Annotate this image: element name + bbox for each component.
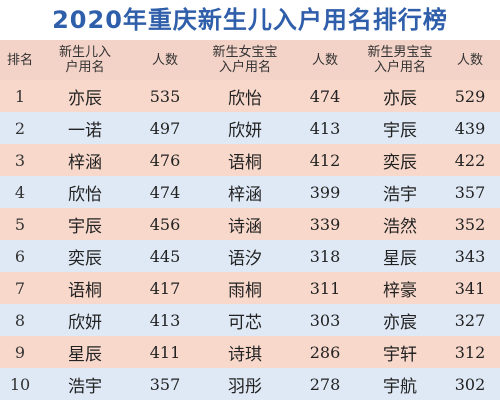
girl-name-cell: 诗涵	[228, 216, 262, 237]
header-all-names: 新生儿入 户用名	[40, 40, 130, 80]
all-name-cell: 奕辰	[68, 248, 102, 269]
table-row: 10 浩宇 357 羽彤 278 宇航 302	[0, 368, 500, 400]
ranking-table: 排名 新生儿入 户用名 人数 新生女宝宝 入户用名 人数 新生男宝宝 入户用名 …	[0, 40, 500, 400]
rank-cell: 10	[9, 374, 31, 394]
boy-count-cell: 341	[454, 278, 486, 298]
all-name-cell: 欣怡	[68, 184, 102, 205]
all-name-cell: 语桐	[68, 280, 102, 301]
girl-count-cell: 339	[309, 214, 341, 234]
boy-name-cell: 浩宇	[383, 184, 417, 205]
all-name-cell: 梓涵	[68, 152, 102, 173]
table-row: 7 语桐 417 雨桐 311 梓豪 341	[0, 272, 500, 304]
all-count-cell: 476	[149, 150, 181, 170]
table-row: 2 一诺 497 欣妍 413 宇辰 439	[0, 112, 500, 144]
rank-cell: 2	[14, 118, 26, 138]
boy-count-cell: 422	[454, 150, 486, 170]
table-row: 8 欣妍 413 可芯 303 亦宸 327	[0, 304, 500, 336]
boy-name-cell: 亦宸	[383, 312, 417, 333]
header-all-names-line1: 新生儿入	[58, 45, 111, 60]
girl-count-cell: 412	[309, 150, 341, 170]
boy-name-cell: 宇轩	[383, 344, 417, 365]
header-girl-line1: 新生女宝宝	[212, 45, 278, 60]
boy-name-cell: 亦辰	[383, 88, 417, 109]
all-name-cell: 亦辰	[68, 88, 102, 109]
girl-count-cell: 413	[309, 118, 341, 138]
header-boy-line1: 新生男宝宝	[367, 45, 433, 60]
header-count-all: 人数	[151, 52, 178, 68]
girl-name-cell: 语汐	[228, 248, 262, 269]
girl-count-cell: 303	[309, 310, 341, 330]
all-count-cell: 411	[149, 342, 181, 362]
header-count-boy: 人数	[456, 52, 483, 68]
all-count-cell: 474	[149, 182, 181, 202]
all-count-cell: 357	[149, 374, 181, 394]
table-row: 4 欣怡 474 梓涵 399 浩宇 357	[0, 176, 500, 208]
header-girl-names: 新生女宝宝 入户用名	[200, 40, 290, 80]
rank-cell: 7	[14, 278, 26, 298]
all-count-cell: 497	[149, 118, 181, 138]
boy-count-cell: 312	[454, 342, 486, 362]
boy-name-cell: 奕辰	[383, 152, 417, 173]
table-row: 6 奕辰 445 语汐 318 星辰 343	[0, 240, 500, 272]
rank-cell: 1	[14, 86, 26, 106]
girl-count-cell: 399	[309, 182, 341, 202]
header-row: 排名 新生儿入 户用名 人数 新生女宝宝 入户用名 人数 新生男宝宝 入户用名 …	[0, 40, 500, 80]
girl-name-cell: 诗琪	[228, 344, 262, 365]
girl-count-cell: 318	[309, 246, 341, 266]
all-name-cell: 宇辰	[68, 216, 102, 237]
all-name-cell: 欣妍	[68, 312, 102, 333]
table-row: 5 宇辰 456 诗涵 339 浩然 352	[0, 208, 500, 240]
boy-name-cell: 宇航	[383, 376, 417, 397]
boy-name-cell: 浩然	[383, 216, 417, 237]
rank-cell: 4	[14, 182, 26, 202]
rank-cell: 5	[14, 214, 26, 234]
table-body: 1 亦辰 535 欣怡 474 亦辰 529 2 一诺 497 欣妍 413 宇…	[0, 80, 500, 400]
header-girl-line2: 入户用名	[218, 60, 271, 75]
boy-count-cell: 352	[454, 214, 486, 234]
girl-name-cell: 语桐	[228, 152, 262, 173]
girl-count-cell: 311	[309, 278, 341, 298]
rank-cell: 6	[14, 246, 26, 266]
all-name-cell: 一诺	[68, 120, 102, 141]
girl-name-cell: 梓涵	[228, 184, 262, 205]
header-boy-line2: 入户用名	[373, 60, 426, 75]
boy-count-cell: 357	[454, 182, 486, 202]
girl-name-cell: 欣妍	[228, 120, 262, 141]
girl-name-cell: 欣怡	[228, 88, 262, 109]
girl-name-cell: 雨桐	[228, 280, 262, 301]
boy-count-cell: 439	[454, 118, 486, 138]
page-title: 2020年重庆新生儿入户用名排行榜	[52, 6, 448, 34]
boy-count-cell: 327	[454, 310, 486, 330]
girl-name-cell: 可芯	[228, 312, 262, 333]
boy-name-cell: 星辰	[383, 248, 417, 269]
header-all-names-line2: 户用名	[65, 60, 105, 75]
rank-cell: 8	[14, 310, 26, 330]
header-boy-names: 新生男宝宝 入户用名	[360, 40, 440, 80]
boy-count-cell: 343	[454, 246, 486, 266]
girl-count-cell: 278	[309, 374, 341, 394]
table-row: 3 梓涵 476 语桐 412 奕辰 422	[0, 144, 500, 176]
all-count-cell: 413	[149, 310, 181, 330]
boy-name-cell: 宇辰	[383, 120, 417, 141]
all-count-cell: 456	[149, 214, 181, 234]
all-count-cell: 535	[149, 86, 181, 106]
all-count-cell: 445	[149, 246, 181, 266]
girl-name-cell: 羽彤	[228, 376, 262, 397]
all-count-cell: 417	[149, 278, 181, 298]
rank-cell: 3	[14, 150, 26, 170]
all-name-cell: 浩宇	[68, 376, 102, 397]
all-name-cell: 星辰	[68, 344, 102, 365]
table-row: 1 亦辰 535 欣怡 474 亦辰 529	[0, 80, 500, 112]
girl-count-cell: 474	[309, 86, 341, 106]
header-count-girl: 人数	[311, 52, 338, 68]
table-header: 排名 新生儿入 户用名 人数 新生女宝宝 入户用名 人数 新生男宝宝 入户用名 …	[0, 40, 500, 80]
boy-count-cell: 529	[454, 86, 486, 106]
girl-count-cell: 286	[309, 342, 341, 362]
boy-name-cell: 梓豪	[383, 280, 417, 301]
header-rank: 排名	[6, 52, 33, 68]
rank-cell: 9	[14, 342, 26, 362]
table-row: 9 星辰 411 诗琪 286 宇轩 312	[0, 336, 500, 368]
boy-count-cell: 302	[454, 374, 486, 394]
